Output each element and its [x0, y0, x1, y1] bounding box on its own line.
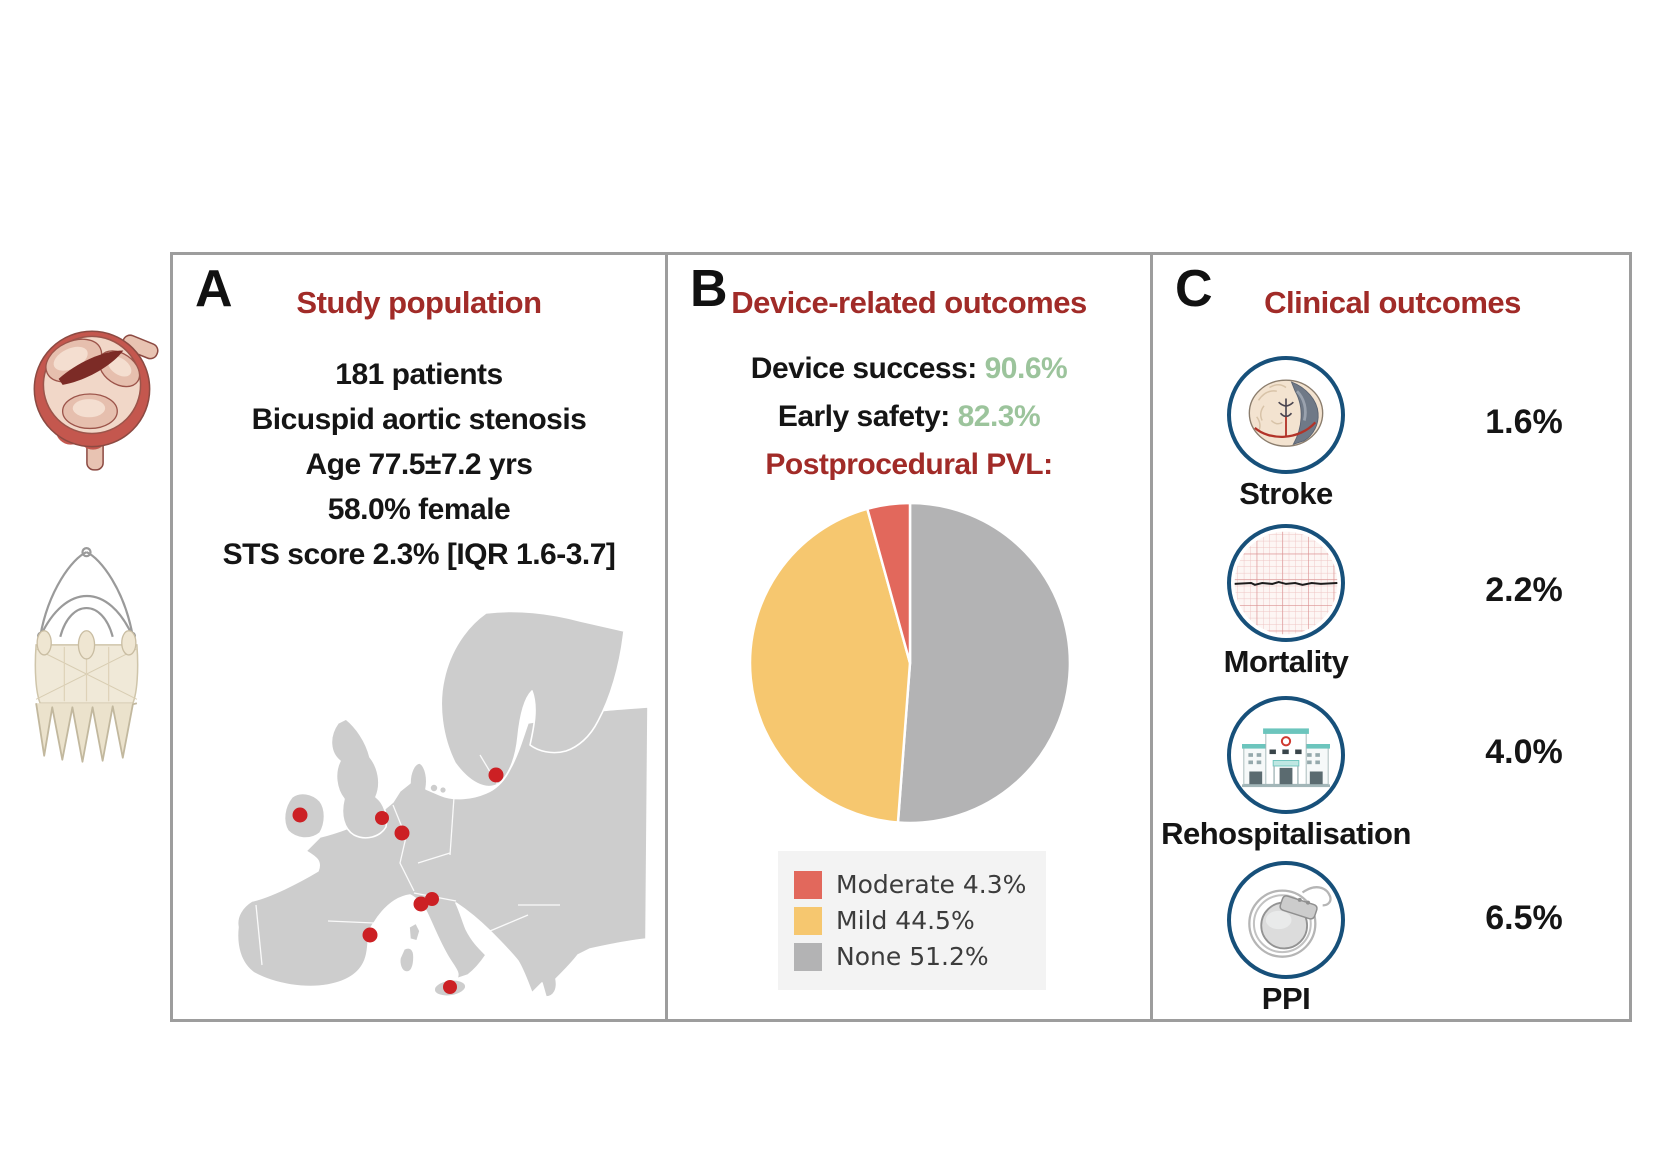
panel-a-label: A: [195, 260, 233, 318]
pacemaker-icon: [1227, 861, 1345, 979]
legend-mild-label: Mild: [836, 906, 888, 935]
site-marker: [362, 927, 378, 943]
site-marker: [394, 825, 410, 841]
study-site-markers: [292, 767, 504, 994]
none-swatch: [794, 942, 822, 971]
mild-swatch: [794, 906, 822, 935]
rehospitalisation-label: Rehospitalisation: [1161, 816, 1411, 851]
early-safety-stat: Early safety: 82.3%: [668, 400, 1150, 434]
panel-c-label: C: [1175, 260, 1213, 318]
device-success-value: 90.6%: [984, 352, 1068, 385]
mortality-label: Mortality: [1223, 644, 1349, 679]
figure-box: A Study population 181 patients Bicuspid…: [170, 252, 1632, 1022]
great-britain: [330, 718, 388, 839]
pvl-pie-svg: [748, 501, 1072, 825]
denmark-isle-2: [438, 785, 448, 795]
study-population-stats: 181 patients Bicuspid aortic stenosis Ag…: [173, 352, 665, 577]
ppi-value: 6.5%: [1485, 899, 1563, 937]
early-safety-value: 82.3%: [957, 400, 1041, 433]
pie-slice-none: [896, 501, 1072, 825]
moderate-swatch: [794, 870, 822, 899]
panel-study-population: A Study population 181 patients Bicuspid…: [173, 255, 665, 1019]
stat-female: 58.0% female: [327, 493, 511, 526]
bicuspid-aortic-valve-illustration: [33, 330, 159, 471]
pie-slice-mild: [748, 507, 912, 824]
early-safety-label: Early safety:: [777, 400, 950, 433]
legend-row-moderate: Moderate 4.3%: [794, 870, 1036, 899]
pie-slice-moderate: [866, 501, 912, 665]
stat-diagnosis: Bicuspid aortic stenosis: [251, 403, 587, 436]
brain-stroke-icon: [1227, 356, 1345, 474]
legend-mild-value: 44.5%: [895, 906, 975, 935]
pvl-pie-chart: [740, 493, 1080, 833]
site-marker: [425, 892, 439, 906]
legend-row-mild: Mild 44.5%: [794, 906, 1036, 935]
legend-moderate-value: 4.3%: [962, 870, 1027, 899]
site-marker: [488, 767, 504, 783]
pvl-legend: Moderate 4.3% Mild 44.5% None 51.2%: [778, 851, 1046, 990]
site-marker: [292, 807, 308, 823]
site-marker: [443, 980, 457, 994]
scandinavia: [440, 610, 625, 788]
legend-moderate-label: Moderate: [836, 870, 955, 899]
site-marker: [375, 811, 389, 825]
device-success-label: Device success:: [750, 352, 978, 385]
europe-mainland: [236, 706, 649, 998]
rehospitalisation-value: 4.0%: [1485, 733, 1563, 771]
stat-sts-score: STS score 2.3% [IQR 1.6-3.7]: [222, 538, 616, 571]
panel-clinical-outcomes: C Clinical outcomes: [1150, 255, 1632, 1019]
ecg-flatline-icon: [1227, 524, 1345, 642]
corsica: [408, 922, 421, 942]
stroke-value: 1.6%: [1485, 403, 1563, 441]
panel-a-title: Study population: [296, 285, 542, 320]
site-marker: [413, 896, 429, 912]
panel-b-title: Device-related outcomes: [731, 285, 1087, 320]
europe-map-svg: [236, 610, 649, 998]
europe-map: [228, 605, 649, 1003]
panel-c-title: Clinical outcomes: [1264, 285, 1521, 320]
legend-none-label: None: [836, 942, 902, 971]
transcatheter-heart-valve-illustration: [34, 547, 139, 763]
sardinia: [398, 947, 415, 973]
denmark-isle: [429, 783, 439, 793]
device-success-stat: Device success: 90.6%: [668, 352, 1150, 386]
stat-age: Age 77.5±7.2 yrs: [305, 448, 533, 481]
legend-row-none: None 51.2%: [794, 942, 1036, 971]
stroke-label: Stroke: [1239, 476, 1333, 511]
hospital-icon: [1227, 696, 1345, 814]
panel-device-outcomes: B Device-related outcomes Device success…: [665, 255, 1150, 1019]
panel-b-label: B: [690, 260, 728, 318]
ppi-label: PPI: [1261, 981, 1311, 1016]
mortality-value: 2.2%: [1485, 571, 1563, 609]
stat-patients: 181 patients: [335, 358, 503, 391]
pvl-pie-title: Postprocedural PVL:: [765, 448, 1053, 481]
legend-none-value: 51.2%: [909, 942, 989, 971]
